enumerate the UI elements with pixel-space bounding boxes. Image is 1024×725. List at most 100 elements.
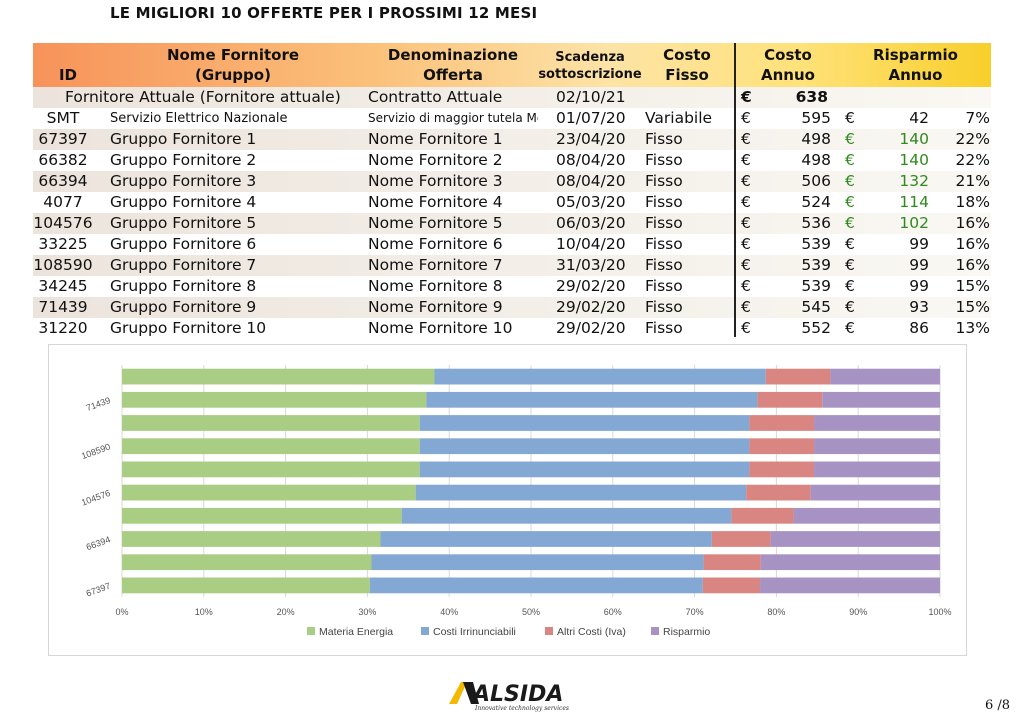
row-percentuale: 18% [955, 193, 990, 211]
bar-segment [830, 368, 940, 385]
row-currency-risparmio: € [845, 130, 855, 148]
bar-segment [731, 507, 794, 524]
row-fornitore: Servizio Elettrico Nazionale [110, 111, 288, 126]
row-currency-risparmio: € [845, 193, 855, 211]
bar-segment [814, 415, 940, 431]
bar-segment [793, 507, 940, 524]
current-costo: 638 [795, 88, 828, 106]
x-tick-label: 30% [358, 607, 376, 617]
table-row: SMT Servizio Elettrico Nazionale Servizi… [33, 108, 991, 129]
row-percentuale: 13% [955, 319, 990, 337]
bar-segment [380, 531, 712, 547]
header-risparmio-line2: Annuo [888, 66, 943, 84]
header-offerta-line2: Offerta [423, 66, 483, 84]
y-tick-label: 104576 [80, 488, 112, 508]
bar-segment [122, 391, 427, 408]
row-offerta: Nome Fornitore 9 [368, 298, 503, 316]
row-costo: 595 [801, 109, 831, 127]
bar-segment [765, 368, 831, 385]
row-id: 33225 [38, 235, 88, 253]
offers-table: ID Nome Fornitore (Gruppo) Denominazione… [33, 43, 991, 339]
row-tipo: Fisso [645, 172, 683, 190]
header-costo-annuo: Costo Annuo [753, 45, 823, 85]
row-tipo: Fisso [645, 214, 683, 232]
header-scadenza-line2: sottoscrizione [538, 67, 642, 82]
row-risparmio: 140 [899, 130, 929, 148]
y-tick-label: 67397 [85, 581, 112, 599]
x-tick-label: 70% [686, 607, 704, 617]
row-tipo: Fisso [645, 193, 683, 211]
row-offerta: Nome Fornitore 7 [368, 256, 503, 274]
bar-segment [419, 461, 750, 478]
logo-text: ALSIDA [471, 682, 563, 707]
row-fornitore: Gruppo Fornitore 8 [110, 277, 257, 295]
x-tick-label: 40% [440, 607, 458, 617]
row-fornitore: Gruppo Fornitore 9 [110, 298, 257, 316]
row-fornitore: Gruppo Fornitore 7 [110, 256, 257, 274]
bar-segment [760, 554, 940, 571]
header-costo-fisso: Costo Fisso [657, 45, 717, 85]
row-percentuale: 7% [965, 109, 990, 127]
header-scadenza-line1: Scadenza [555, 50, 625, 65]
y-tick-label: 66394 [85, 534, 112, 552]
current-offerta: Contratto Attuale [368, 88, 503, 106]
row-scadenza: 05/03/20 [556, 193, 626, 211]
row-scadenza: 31/03/20 [556, 256, 626, 274]
header-costo-fisso-line1: Costo [663, 46, 711, 64]
row-risparmio: 132 [899, 172, 929, 190]
bar-segment [703, 554, 761, 571]
row-risparmio: 114 [899, 193, 929, 211]
row-risparmio: 86 [909, 319, 929, 337]
row-percentuale: 15% [955, 298, 990, 316]
row-fornitore: Gruppo Fornitore 2 [110, 151, 257, 169]
row-id: 104576 [33, 214, 93, 232]
header-fornitore-line2: (Gruppo) [195, 66, 271, 84]
column-divider [734, 43, 736, 337]
y-tick-label: 108590 [80, 442, 112, 462]
row-scadenza: 08/04/20 [556, 151, 626, 169]
bar-segment [711, 531, 771, 547]
row-percentuale: 16% [955, 235, 990, 253]
row-fornitore: Gruppo Fornitore 3 [110, 172, 257, 190]
row-percentuale: 16% [955, 256, 990, 274]
row-risparmio: 102 [899, 214, 929, 232]
bar-segment [122, 507, 402, 524]
row-offerta: Nome Fornitore 1 [368, 130, 503, 148]
bar-segment [746, 484, 811, 501]
row-scadenza: 29/02/20 [556, 319, 626, 337]
row-offerta: Nome Fornitore 3 [368, 172, 503, 190]
legend-swatch [651, 627, 659, 635]
row-scadenza: 23/04/20 [556, 130, 626, 148]
row-tipo: Fisso [645, 319, 683, 337]
table-row: 66394 Gruppo Fornitore 3 Nome Fornitore … [33, 171, 991, 192]
header-offerta-line1: Denominazione [387, 46, 519, 64]
bar-segment [814, 438, 940, 455]
row-currency-risparmio: € [845, 319, 855, 337]
savings-chart: 0% 10% 20% 30% 40% 50% 60% 70% 80% 90% 100% 67397 66… [48, 344, 967, 656]
bar-segment [122, 484, 416, 501]
bar-segment [434, 368, 766, 385]
row-scadenza: 06/03/20 [556, 214, 626, 232]
x-tick-label: 60% [604, 607, 622, 617]
table-row: 31220 Gruppo Fornitore 10 Nome Fornitore… [33, 318, 991, 339]
row-costo: 506 [801, 172, 831, 190]
row-tipo: Variabile [645, 109, 713, 127]
row-tipo: Fisso [645, 235, 683, 253]
row-costo: 539 [801, 235, 831, 253]
x-tick-label: 0% [115, 607, 128, 617]
row-risparmio: 140 [899, 151, 929, 169]
row-percentuale: 16% [955, 214, 990, 232]
row-fornitore: Gruppo Fornitore 10 [110, 319, 267, 337]
row-costo: 545 [801, 298, 831, 316]
row-id: 34245 [38, 277, 88, 295]
header-fornitore: Nome Fornitore (Gruppo) [143, 45, 323, 85]
row-id: 66394 [38, 172, 88, 190]
row-scadenza: 29/02/20 [556, 277, 626, 295]
bar-segment [770, 531, 940, 547]
bar-segment [814, 461, 940, 478]
row-fornitore: Gruppo Fornitore 4 [110, 193, 257, 211]
bar-segment [426, 391, 758, 408]
header-id: ID [58, 66, 78, 84]
row-currency: € [741, 109, 751, 127]
x-tick-label: 80% [767, 607, 785, 617]
